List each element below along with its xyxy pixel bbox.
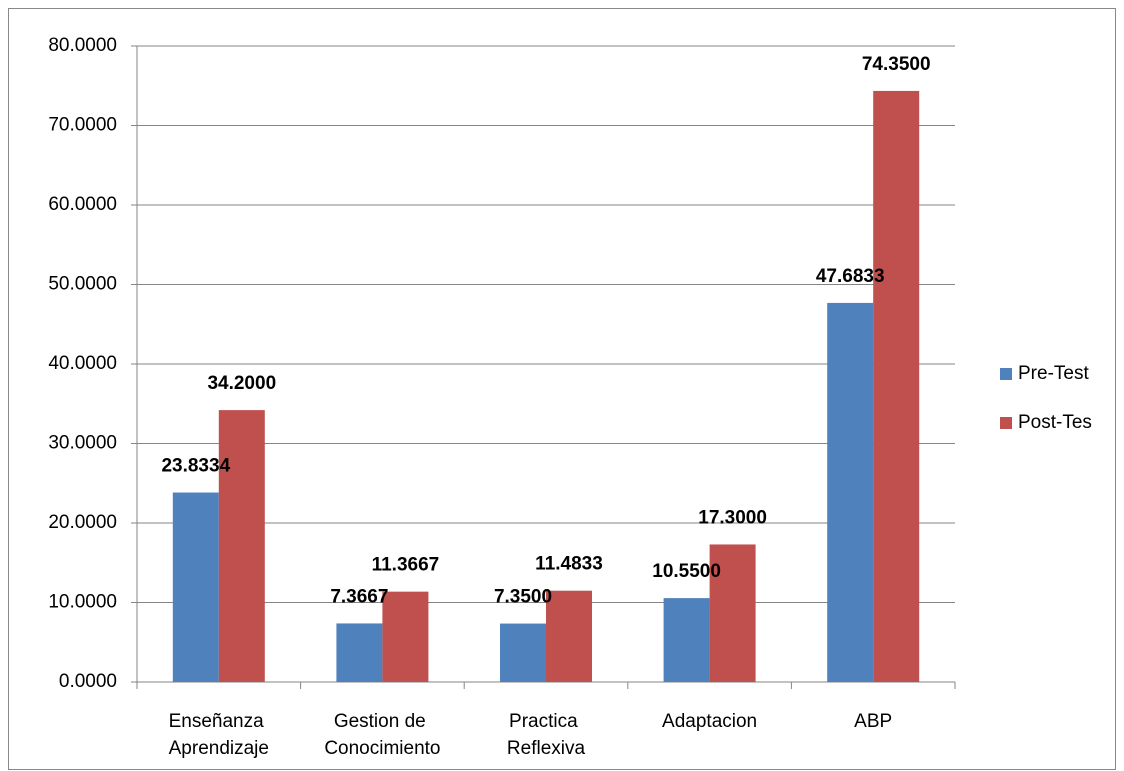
x-tick-label: Adaptacion: [662, 711, 757, 732]
y-tick-label: 40.0000: [48, 353, 117, 374]
legend-swatch: [1000, 417, 1012, 429]
bar: [218, 410, 265, 682]
bar: [546, 590, 592, 682]
y-tick-label: 80.0000: [48, 35, 117, 56]
y-tick-label: 20.0000: [48, 512, 117, 533]
data-label: 74.3500: [862, 54, 931, 75]
bar: [663, 598, 710, 682]
data-label: 10.5500: [652, 561, 721, 582]
y-tick-label: 70.0000: [48, 115, 117, 136]
x-tick-label: Gestion de Conocimiento: [324, 711, 440, 759]
bar: [873, 90, 920, 683]
data-label: 23.8334: [161, 456, 230, 477]
legend-swatch: [1000, 368, 1012, 380]
bar: [500, 623, 546, 682]
y-tick-label: 10.0000: [48, 592, 117, 613]
bar: [382, 591, 429, 682]
x-tick-label: Enseñanza Aprendizaje: [169, 711, 269, 759]
bar: [336, 623, 383, 682]
bar: [827, 302, 874, 682]
data-label: 7.3667: [330, 586, 388, 607]
data-label: 34.2000: [207, 373, 276, 394]
legend-label: Pre-Test: [1018, 363, 1089, 384]
bar: [172, 492, 219, 682]
data-label: 47.6833: [816, 266, 885, 287]
x-tick-label: ABP: [854, 711, 892, 732]
bar: [709, 544, 756, 682]
y-tick-label: 0.0000: [59, 671, 117, 692]
data-label: 11.3667: [372, 555, 440, 576]
y-tick-label: 30.0000: [48, 433, 117, 454]
y-tick-label: 50.0000: [48, 274, 117, 295]
legend-label: Post-Tes: [1018, 412, 1092, 433]
data-label: 7.3500: [494, 587, 552, 608]
data-label: 17.3000: [698, 507, 767, 528]
data-label: 11.4833: [535, 554, 603, 575]
y-tick-label: 60.0000: [48, 194, 117, 215]
x-tick-label: Practica Reflexiva: [507, 711, 586, 759]
